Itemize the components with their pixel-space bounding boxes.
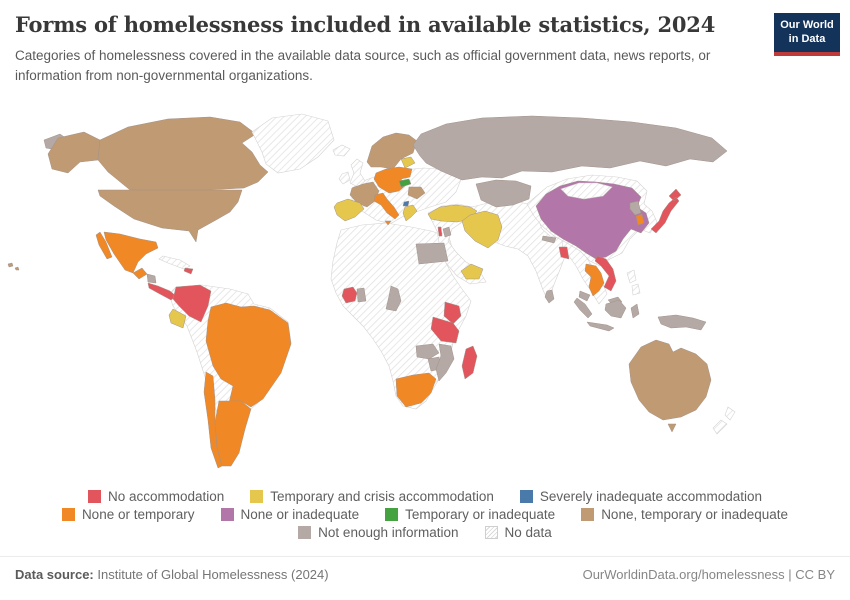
country-tanzania[interactable] [430, 316, 460, 344]
legend-label: Temporary or inadequate [405, 507, 556, 522]
legend-label: No accommodation [107, 489, 225, 504]
country-vietnam[interactable] [594, 255, 617, 292]
page-title: Forms of homelessness included in availa… [15, 12, 716, 37]
country-yemen[interactable] [460, 263, 484, 280]
legend-item-severely-inadequate[interactable]: Severely inadequate accommodation [519, 489, 763, 504]
legend-label: None or temporary [81, 507, 195, 522]
legend-item-temporary-or-inadequate[interactable]: Temporary or inadequate [385, 507, 555, 522]
country-brazil[interactable] [205, 302, 292, 408]
country-iceland[interactable] [332, 144, 351, 157]
country-baltics[interactable] [400, 156, 416, 169]
country-zambia[interactable] [415, 343, 440, 360]
data-source: Data source: Institute of Global Homeles… [15, 567, 329, 582]
data-source-text: Institute of Global Homelessness (2024) [97, 567, 329, 582]
country-kazakhstan[interactable] [475, 179, 532, 208]
legend-swatch [250, 490, 264, 503]
owid-logo-line1: Our World [780, 19, 834, 31]
legend-swatch [61, 508, 75, 521]
legend-item-not-enough-information[interactable]: Not enough information [298, 525, 459, 540]
country-china[interactable] [535, 180, 650, 260]
country-slovakia[interactable] [398, 178, 412, 188]
country-uk[interactable] [349, 158, 366, 188]
legend-item-no-accommodation[interactable]: No accommodation [87, 489, 225, 504]
country-ghana[interactable] [356, 287, 367, 303]
legend-label: None, temporary or inadequate [601, 507, 789, 522]
legend-label: Not enough information [318, 525, 459, 540]
country-italy[interactable] [373, 192, 400, 226]
legend-item-none-or-temporary[interactable]: None or temporary [61, 507, 195, 522]
legend-swatch [519, 490, 533, 503]
legend-item-no-data[interactable]: No data [484, 525, 552, 540]
country-papua-new-guinea[interactable] [657, 314, 707, 331]
country-greenland[interactable] [251, 113, 335, 174]
legend-swatch [484, 526, 498, 539]
legend-swatch [87, 490, 101, 503]
country-south-korea[interactable] [635, 213, 645, 226]
country-canada[interactable] [97, 116, 269, 191]
legend-label: None or inadequate [240, 507, 360, 522]
country-iran[interactable] [461, 210, 503, 249]
country-mongolia[interactable] [560, 182, 613, 200]
country-sri-lanka[interactable] [544, 289, 555, 304]
legend-label: No data [504, 525, 552, 540]
country-ireland[interactable] [338, 171, 351, 185]
legend-row: Not enough information No data [0, 525, 850, 540]
country-mozambique[interactable] [435, 343, 455, 382]
footer: Data source: Institute of Global Homeles… [0, 556, 850, 582]
country-israel[interactable] [437, 226, 443, 237]
country-romania[interactable] [407, 186, 426, 200]
country-cameroon[interactable] [385, 285, 402, 312]
legend-row: No accommodation Temporary and crisis acc… [0, 489, 850, 504]
country-nicaragua[interactable] [146, 273, 157, 284]
country-jordan[interactable] [442, 226, 452, 238]
data-source-label: Data source: [15, 567, 94, 582]
credit-link[interactable]: OurWorldinData.org/homelessness | CC BY [582, 567, 835, 582]
country-cuba[interactable] [158, 255, 191, 270]
chart-subtitle: Categories of homelessness covered in th… [15, 48, 711, 83]
legend-label: Temporary and crisis accommodation [270, 489, 494, 504]
legend-row: None or temporary None or inadequate Tempo… [0, 507, 850, 522]
country-russia[interactable] [412, 115, 728, 181]
owid-logo[interactable]: Our World in Data [774, 13, 840, 56]
header: Forms of homelessness included in availa… [15, 12, 755, 85]
country-greece[interactable] [402, 204, 418, 222]
legend-swatch [385, 508, 399, 521]
country-ivory-coast[interactable] [341, 286, 358, 304]
country-new-zealand[interactable] [712, 406, 736, 435]
country-indonesia[interactable] [573, 297, 640, 332]
country-nepal[interactable] [541, 235, 557, 244]
country-hawaii[interactable] [7, 262, 20, 271]
legend-item-none-temporary-or-inadequate[interactable]: None, temporary or inadequate [581, 507, 788, 522]
country-north-macedonia[interactable] [402, 200, 410, 207]
country-egypt[interactable] [415, 242, 449, 265]
world-map [0, 110, 850, 488]
country-mexico[interactable] [95, 231, 159, 274]
country-madagascar[interactable] [461, 345, 478, 380]
legend: No accommodation Temporary and crisis acc… [0, 489, 850, 543]
country-thailand[interactable] [584, 263, 605, 297]
country-ecuador[interactable] [168, 308, 187, 329]
country-haiti-dominican-republic[interactable] [183, 267, 194, 275]
legend-swatch [581, 508, 595, 521]
owid-logo-line2: in Data [788, 32, 826, 45]
country-australia[interactable] [628, 339, 712, 421]
country-north-korea[interactable] [629, 200, 642, 216]
legend-swatch [220, 508, 234, 521]
country-iberia[interactable] [333, 198, 365, 222]
country-kenya[interactable] [443, 301, 462, 325]
legend-item-temporary-crisis[interactable]: Temporary and crisis accommodation [250, 489, 494, 504]
country-usa[interactable] [97, 189, 243, 243]
legend-label: Severely inadequate accommodation [539, 489, 763, 504]
country-philippines[interactable] [626, 269, 641, 296]
legend-swatch [298, 526, 312, 539]
country-bangladesh[interactable] [558, 246, 570, 260]
country-japan[interactable] [650, 188, 682, 234]
country-south-africa[interactable] [395, 372, 437, 408]
country-argentina[interactable] [214, 400, 252, 467]
country-guatemala[interactable] [132, 267, 148, 280]
country-tasmania[interactable] [667, 423, 677, 433]
legend-item-none-or-inadequate[interactable]: None or inadequate [220, 507, 360, 522]
country-colombia[interactable] [172, 284, 212, 323]
